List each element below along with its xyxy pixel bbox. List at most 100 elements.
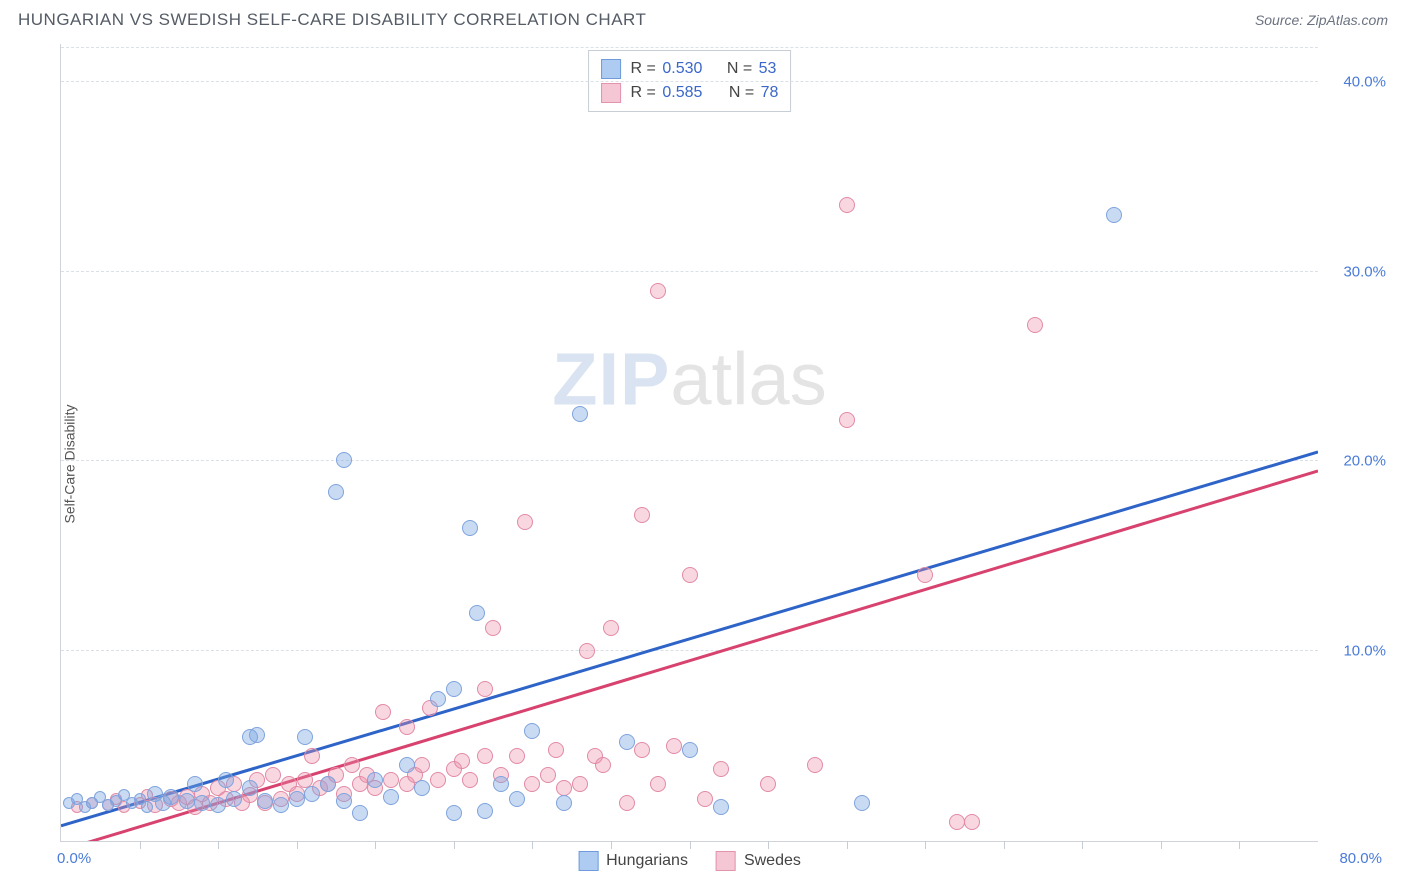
x-tick [1161,841,1162,849]
n-value-swedes: 78 [759,84,779,101]
header: HUNGARIAN VS SWEDISH SELF-CARE DISABILIT… [0,0,1406,34]
x-tick [297,841,298,849]
data-point [917,567,933,583]
data-point [257,795,273,811]
data-point [367,780,383,796]
data-point [273,791,289,807]
hungarian-swatch-icon [578,851,598,871]
data-point [79,801,91,813]
swedish-swatch-icon [601,83,621,103]
data-point [399,776,415,792]
y-tick-label: 30.0% [1343,263,1386,280]
x-tick [375,841,376,849]
data-point [134,793,146,805]
trend-line [61,452,1318,826]
data-point [548,742,564,758]
data-point [265,767,281,783]
data-point [257,793,273,809]
r-value-hungarians: 0.530 [660,60,702,77]
data-point [619,734,635,750]
data-point [572,406,588,422]
data-point [155,795,171,811]
data-point [63,797,75,809]
x-tick [690,841,691,849]
x-tick [768,841,769,849]
x-tick [532,841,533,849]
x-tick-label: 0.0% [57,850,91,867]
data-point [118,789,130,801]
data-point [281,776,297,792]
data-point [462,520,478,536]
data-point [634,507,650,523]
data-point [579,643,595,659]
grid-line [61,271,1318,272]
data-point [141,801,153,813]
data-point [141,789,153,801]
data-point [202,795,218,811]
y-tick-label: 20.0% [1343,453,1386,470]
data-point [697,791,713,807]
data-point [336,786,352,802]
data-point [118,801,130,813]
data-point [964,814,980,830]
data-point [320,776,336,792]
data-point [147,797,163,813]
data-point [126,797,138,809]
watermark: ZIPatlas [552,336,826,421]
data-point [477,748,493,764]
watermark-brand-right: atlas [670,337,826,420]
data-point [102,799,114,811]
x-tick [611,841,612,849]
data-point [194,786,210,802]
data-point [71,801,83,813]
x-tick [140,841,141,849]
x-tick [1082,841,1083,849]
data-point [194,795,210,811]
source-label: Source: [1255,12,1303,28]
data-point [839,412,855,428]
data-point [86,797,98,809]
correlation-row-hungarians: R = 0.530 N = 53 [601,57,779,81]
data-point [713,799,729,815]
data-point [336,793,352,809]
data-point [1027,317,1043,333]
series-legend: Hungarians Swedes [578,851,801,871]
data-point [446,805,462,821]
legend-item-hungarians: Hungarians [578,851,688,871]
data-point [328,767,344,783]
data-point [572,776,588,792]
data-point [187,799,203,815]
y-tick-label: 40.0% [1343,73,1386,90]
data-point [71,793,83,805]
data-point [102,799,114,811]
data-point [367,772,383,788]
data-point [242,780,258,796]
plot-area: ZIPatlas R = 0.530 N = 53 R = 0.585 N = … [60,44,1318,842]
trend-overlay [61,44,1318,841]
data-point [556,795,572,811]
source-name: ZipAtlas.com [1307,12,1388,28]
grid-line [61,650,1318,651]
data-point [414,757,430,773]
legend-item-swedes: Swedes [716,851,801,871]
data-point [297,772,313,788]
data-point [399,757,415,773]
data-point [1106,207,1122,223]
data-point [344,757,360,773]
legend-label-swedes: Swedes [744,852,801,870]
data-point [524,723,540,739]
data-point [94,791,106,803]
data-point [179,793,195,809]
data-point [179,789,195,805]
data-point [210,780,226,796]
watermark-brand-left: ZIP [552,337,670,420]
data-point [509,791,525,807]
data-point [603,620,619,636]
data-point [352,805,368,821]
grid-line [61,460,1318,461]
data-point [682,742,698,758]
data-point [320,776,336,792]
grid-line [61,47,1318,48]
data-point [249,727,265,743]
data-point [218,772,234,788]
